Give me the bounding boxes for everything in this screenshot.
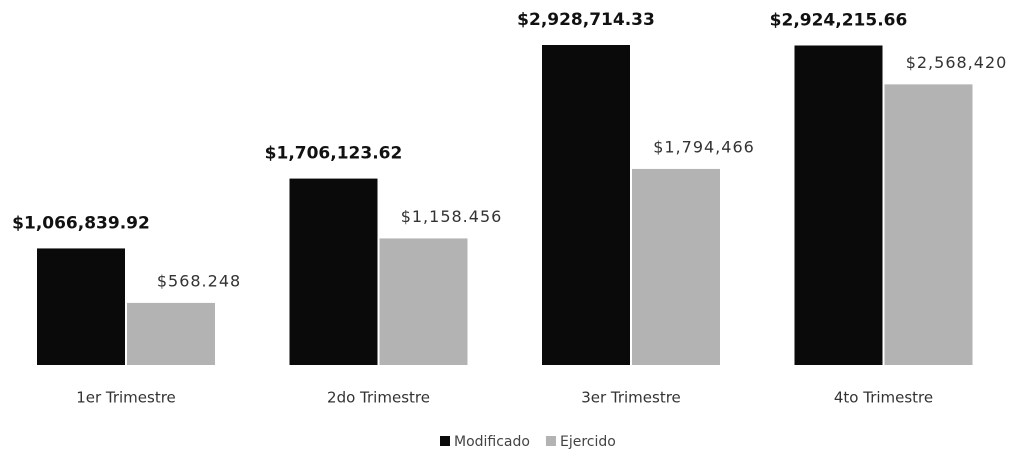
x-tick-label: 4to Trimestre bbox=[834, 389, 933, 407]
bar bbox=[794, 45, 883, 365]
legend-label: Modificado bbox=[454, 434, 530, 450]
bar bbox=[884, 84, 973, 366]
x-tick-label: 2do Trimestre bbox=[327, 389, 430, 407]
bar bbox=[127, 302, 215, 365]
bar bbox=[632, 168, 720, 365]
x-tick-label: 3er Trimestre bbox=[581, 389, 681, 407]
x-tick-label: 1er Trimestre bbox=[76, 389, 176, 407]
value-label: $2,568,420 bbox=[906, 53, 1008, 72]
value-label: $1,158.456 bbox=[401, 207, 503, 226]
value-label: $568.248 bbox=[157, 271, 241, 290]
value-label: $2,928,714.33 bbox=[517, 10, 655, 30]
value-label: $1,706,123.62 bbox=[265, 144, 403, 164]
value-label: $2,924,215.66 bbox=[770, 10, 908, 30]
value-label: $1,066,839.92 bbox=[12, 213, 150, 233]
legend-swatch bbox=[545, 436, 556, 446]
bar bbox=[289, 178, 378, 365]
legend-swatch bbox=[440, 436, 450, 446]
legend-label: Ejercido bbox=[560, 434, 616, 450]
value-label: $1,794,466 bbox=[653, 137, 755, 156]
bar bbox=[542, 45, 630, 365]
bar bbox=[379, 238, 468, 365]
bar bbox=[37, 248, 125, 365]
